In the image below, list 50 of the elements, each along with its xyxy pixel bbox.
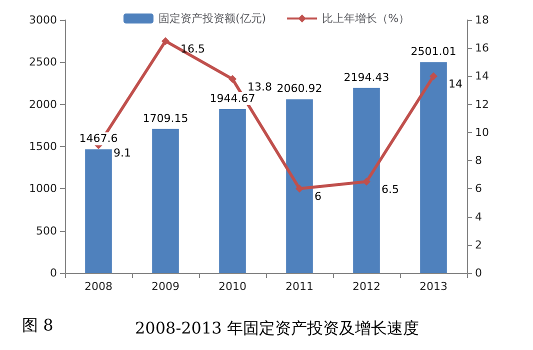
y2-tick-label: 8 xyxy=(475,154,482,168)
bar xyxy=(219,109,246,273)
y2-tick-label: 0 xyxy=(475,266,482,280)
y2-tick-label: 12 xyxy=(475,98,489,111)
bar xyxy=(420,62,447,273)
bar xyxy=(152,128,179,273)
y2-tick-label: 14 xyxy=(475,70,489,83)
data-label: 14 xyxy=(448,78,462,91)
data-label: 6.5 xyxy=(382,183,399,196)
y-tick-label: 1000 xyxy=(29,182,57,196)
y2-tick-label: 16 xyxy=(475,42,489,55)
text: 2008-2013 年固定资产投资及增长速度 xyxy=(135,318,419,338)
point xyxy=(296,184,304,193)
y-tick-label: 2500 xyxy=(29,56,57,69)
data-label: 13.8 xyxy=(248,80,272,94)
data-label: 2501.01 xyxy=(410,45,456,58)
bar xyxy=(353,88,380,273)
y2-tick-label: 18 xyxy=(475,14,489,26)
data-label: 16.5 xyxy=(180,42,205,56)
bar xyxy=(85,149,112,273)
y-tick-label: 500 xyxy=(36,224,57,238)
x-tick-label: 2009 xyxy=(152,280,180,293)
data-label: 2060.92 xyxy=(276,82,322,96)
y-tick-label: 3000 xyxy=(29,14,57,26)
x-tick-label: 2008 xyxy=(84,280,112,293)
y2-tick-label: 2 xyxy=(475,238,482,252)
data-label: 1467.6 xyxy=(79,132,118,146)
data-label: 6 xyxy=(314,190,322,204)
data-label: 1944.67 xyxy=(210,92,256,105)
legend-label: 固定资产投资额(亿元) xyxy=(158,12,266,25)
data-label: 1709.15 xyxy=(142,112,188,125)
caption: 图 8 xyxy=(22,316,54,334)
y2-tick-label: 10 xyxy=(475,126,489,139)
x-tick-label: 2013 xyxy=(420,280,448,293)
y-tick-label: 0 xyxy=(50,266,57,280)
y-tick-label: 2000 xyxy=(29,98,57,111)
y2-tick-label: 4 xyxy=(475,210,482,224)
y-tick-label: 1500 xyxy=(29,140,57,153)
data-label: 9.1 xyxy=(114,146,131,160)
point xyxy=(362,178,370,186)
x-tick-label: 2010 xyxy=(218,280,246,293)
point xyxy=(228,75,236,84)
x-tick-label: 2012 xyxy=(352,280,380,293)
point xyxy=(162,37,170,46)
y2-tick-label: 6 xyxy=(475,182,482,196)
point xyxy=(430,72,438,80)
data-label: 2194.43 xyxy=(344,70,390,84)
bar xyxy=(286,99,313,273)
legend-label: 比上年增长（%） xyxy=(322,12,410,25)
x-tick-label: 2011 xyxy=(286,280,314,293)
